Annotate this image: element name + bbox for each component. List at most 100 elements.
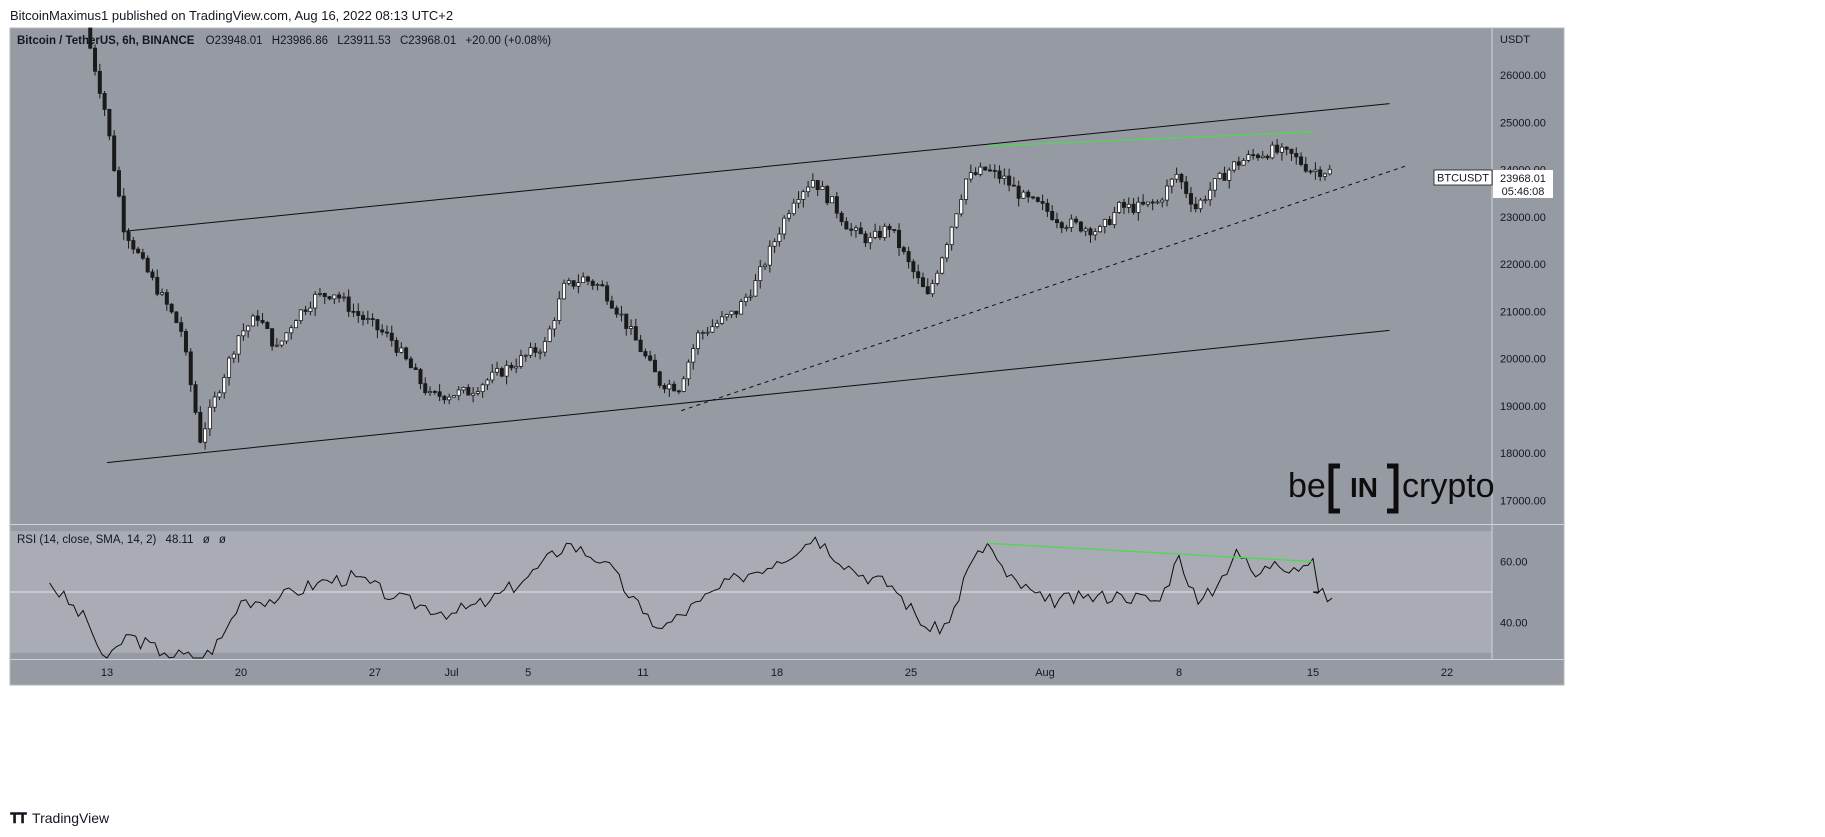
candle-body-17 bbox=[169, 303, 174, 313]
candle-body-108 bbox=[605, 285, 610, 302]
candle-114 bbox=[633, 318, 638, 341]
candle-45 bbox=[303, 305, 308, 316]
rsi-title: RSI (14, close, SMA, 14, 2) bbox=[17, 534, 157, 546]
candle-0 bbox=[88, 27, 93, 50]
candle-51 bbox=[332, 294, 337, 304]
candle-178 bbox=[940, 256, 945, 275]
candle-body-35 bbox=[255, 315, 260, 321]
candle-244 bbox=[1255, 152, 1260, 161]
candle-body-41 bbox=[284, 332, 289, 342]
candle-118 bbox=[652, 354, 657, 373]
candle-body-238 bbox=[1227, 169, 1232, 181]
candle-body-252 bbox=[1294, 153, 1299, 158]
candle-body-12 bbox=[145, 257, 150, 273]
candle-body-53 bbox=[341, 296, 346, 299]
candle-body-125 bbox=[686, 361, 691, 380]
candle-63 bbox=[389, 325, 394, 347]
candle-body-195 bbox=[1021, 191, 1026, 199]
chart-title: Bitcoin / TetherUS, 6h, BINANCE bbox=[17, 35, 195, 47]
candle-body-239 bbox=[1232, 161, 1237, 171]
candle-body-102 bbox=[576, 282, 581, 287]
candle-body-175 bbox=[925, 286, 930, 295]
time-tick-label-6: 18 bbox=[771, 667, 783, 679]
candle-113 bbox=[629, 319, 634, 335]
candle-body-257 bbox=[1318, 169, 1323, 177]
candle-245 bbox=[1260, 150, 1265, 159]
candle-54 bbox=[346, 289, 351, 317]
candle-85 bbox=[495, 361, 500, 376]
candle-95 bbox=[542, 337, 547, 357]
candle-125 bbox=[686, 359, 691, 386]
candle-body-227 bbox=[1174, 173, 1179, 180]
candle-body-91 bbox=[523, 354, 528, 357]
candle-60 bbox=[375, 318, 380, 339]
candle-79 bbox=[466, 384, 471, 396]
candle-131 bbox=[715, 319, 720, 329]
candle-172 bbox=[911, 259, 916, 279]
candle-96 bbox=[547, 325, 552, 343]
candle-body-248 bbox=[1275, 144, 1280, 153]
candle-body-105 bbox=[590, 280, 595, 286]
candle-body-60 bbox=[375, 319, 380, 331]
candle-233 bbox=[1203, 195, 1208, 204]
candle-body-141 bbox=[763, 264, 768, 268]
candle-246 bbox=[1265, 154, 1270, 161]
beincrypto-watermark: be IN crypto bbox=[1288, 463, 1495, 514]
candle-232 bbox=[1198, 197, 1203, 213]
candle-body-199 bbox=[1040, 201, 1045, 204]
candle-body-45 bbox=[303, 309, 308, 312]
candle-214 bbox=[1112, 206, 1117, 229]
candle-208 bbox=[1083, 226, 1088, 237]
candle-body-157 bbox=[839, 212, 844, 223]
price-tick-label-5: 21000.00 bbox=[1500, 306, 1546, 318]
candle-19 bbox=[179, 316, 184, 337]
candle-7 bbox=[121, 188, 126, 241]
price-axis-background bbox=[1492, 28, 1564, 659]
candle-22 bbox=[193, 380, 198, 415]
candle-184 bbox=[968, 164, 973, 183]
candle-122 bbox=[672, 381, 677, 392]
candle-77 bbox=[456, 386, 461, 401]
candle-47 bbox=[313, 291, 318, 316]
candle-body-163 bbox=[868, 236, 873, 244]
candle-44 bbox=[298, 309, 303, 325]
candle-body-249 bbox=[1279, 146, 1284, 153]
low-value: 23911.53 bbox=[344, 35, 391, 47]
candle-39 bbox=[274, 337, 279, 348]
candle-body-117 bbox=[648, 355, 653, 361]
candle-body-130 bbox=[710, 326, 715, 333]
candle-136 bbox=[739, 298, 744, 315]
candle-body-242 bbox=[1246, 154, 1251, 161]
candle-253 bbox=[1299, 152, 1304, 167]
candle-body-253 bbox=[1299, 156, 1304, 165]
candle-159 bbox=[849, 223, 854, 237]
candle-body-243 bbox=[1251, 154, 1256, 157]
candle-38 bbox=[270, 328, 275, 351]
candle-body-115 bbox=[638, 339, 643, 352]
candle-238 bbox=[1227, 167, 1232, 189]
candle-107 bbox=[600, 280, 605, 287]
symbol-label: BTCUSDT bbox=[1437, 173, 1489, 185]
candle-56 bbox=[356, 303, 361, 324]
candle-247 bbox=[1270, 141, 1275, 160]
candle-body-136 bbox=[739, 301, 744, 315]
candle-body-154 bbox=[825, 186, 830, 204]
candle-64 bbox=[394, 337, 399, 357]
candle-255 bbox=[1308, 169, 1313, 175]
price-tick-label-1: 25000.00 bbox=[1500, 117, 1546, 129]
candle-65 bbox=[399, 342, 404, 354]
candle-202 bbox=[1054, 212, 1059, 229]
candle-body-123 bbox=[676, 390, 681, 393]
candle-body-109 bbox=[609, 300, 614, 309]
candle-144 bbox=[777, 227, 782, 247]
candle-142 bbox=[767, 240, 772, 273]
candle-body-194 bbox=[1016, 185, 1021, 199]
candle-48 bbox=[317, 287, 322, 297]
candle-157 bbox=[839, 211, 844, 226]
watermark-left: be bbox=[1288, 467, 1326, 505]
candle-67 bbox=[408, 356, 413, 369]
candle-50 bbox=[327, 296, 332, 301]
candle-110 bbox=[614, 305, 619, 318]
candle-154 bbox=[825, 184, 830, 206]
candle-57 bbox=[361, 311, 366, 326]
